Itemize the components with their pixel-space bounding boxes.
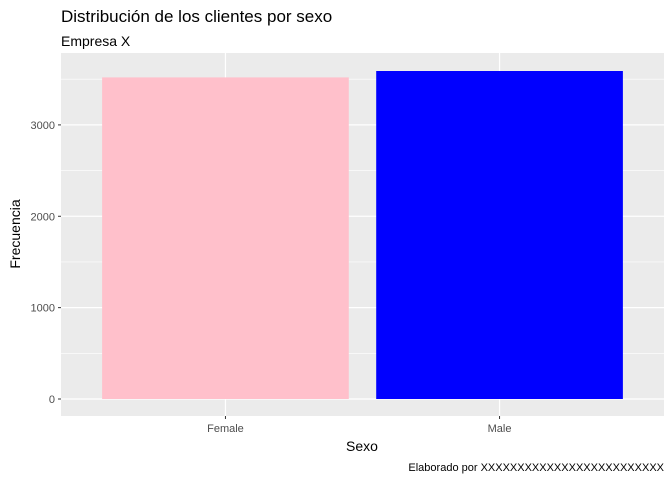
- y-tick-label: 0: [49, 394, 55, 406]
- y-tick-label: 3000: [31, 120, 55, 132]
- bar-male: [376, 71, 623, 399]
- chart-title: Distribución de los clientes por sexo: [61, 7, 332, 26]
- y-axis: 0 1000 2000 3000: [31, 120, 61, 406]
- y-tick-label: 2000: [31, 211, 55, 223]
- y-axis-title: Frecuencia: [7, 199, 23, 268]
- x-axis-title: Sexo: [346, 438, 378, 454]
- x-axis: Female Male: [207, 416, 511, 435]
- chart-caption: Elaborado por XXXXXXXXXXXXXXXXXXXXXXXXX: [408, 462, 664, 474]
- bar-female: [102, 77, 349, 400]
- y-tick-label: 1000: [31, 303, 55, 315]
- x-tick-label: Male: [488, 423, 512, 435]
- x-tick-label: Female: [207, 423, 244, 435]
- bars: [102, 71, 623, 400]
- chart-subtitle: Empresa X: [61, 33, 131, 49]
